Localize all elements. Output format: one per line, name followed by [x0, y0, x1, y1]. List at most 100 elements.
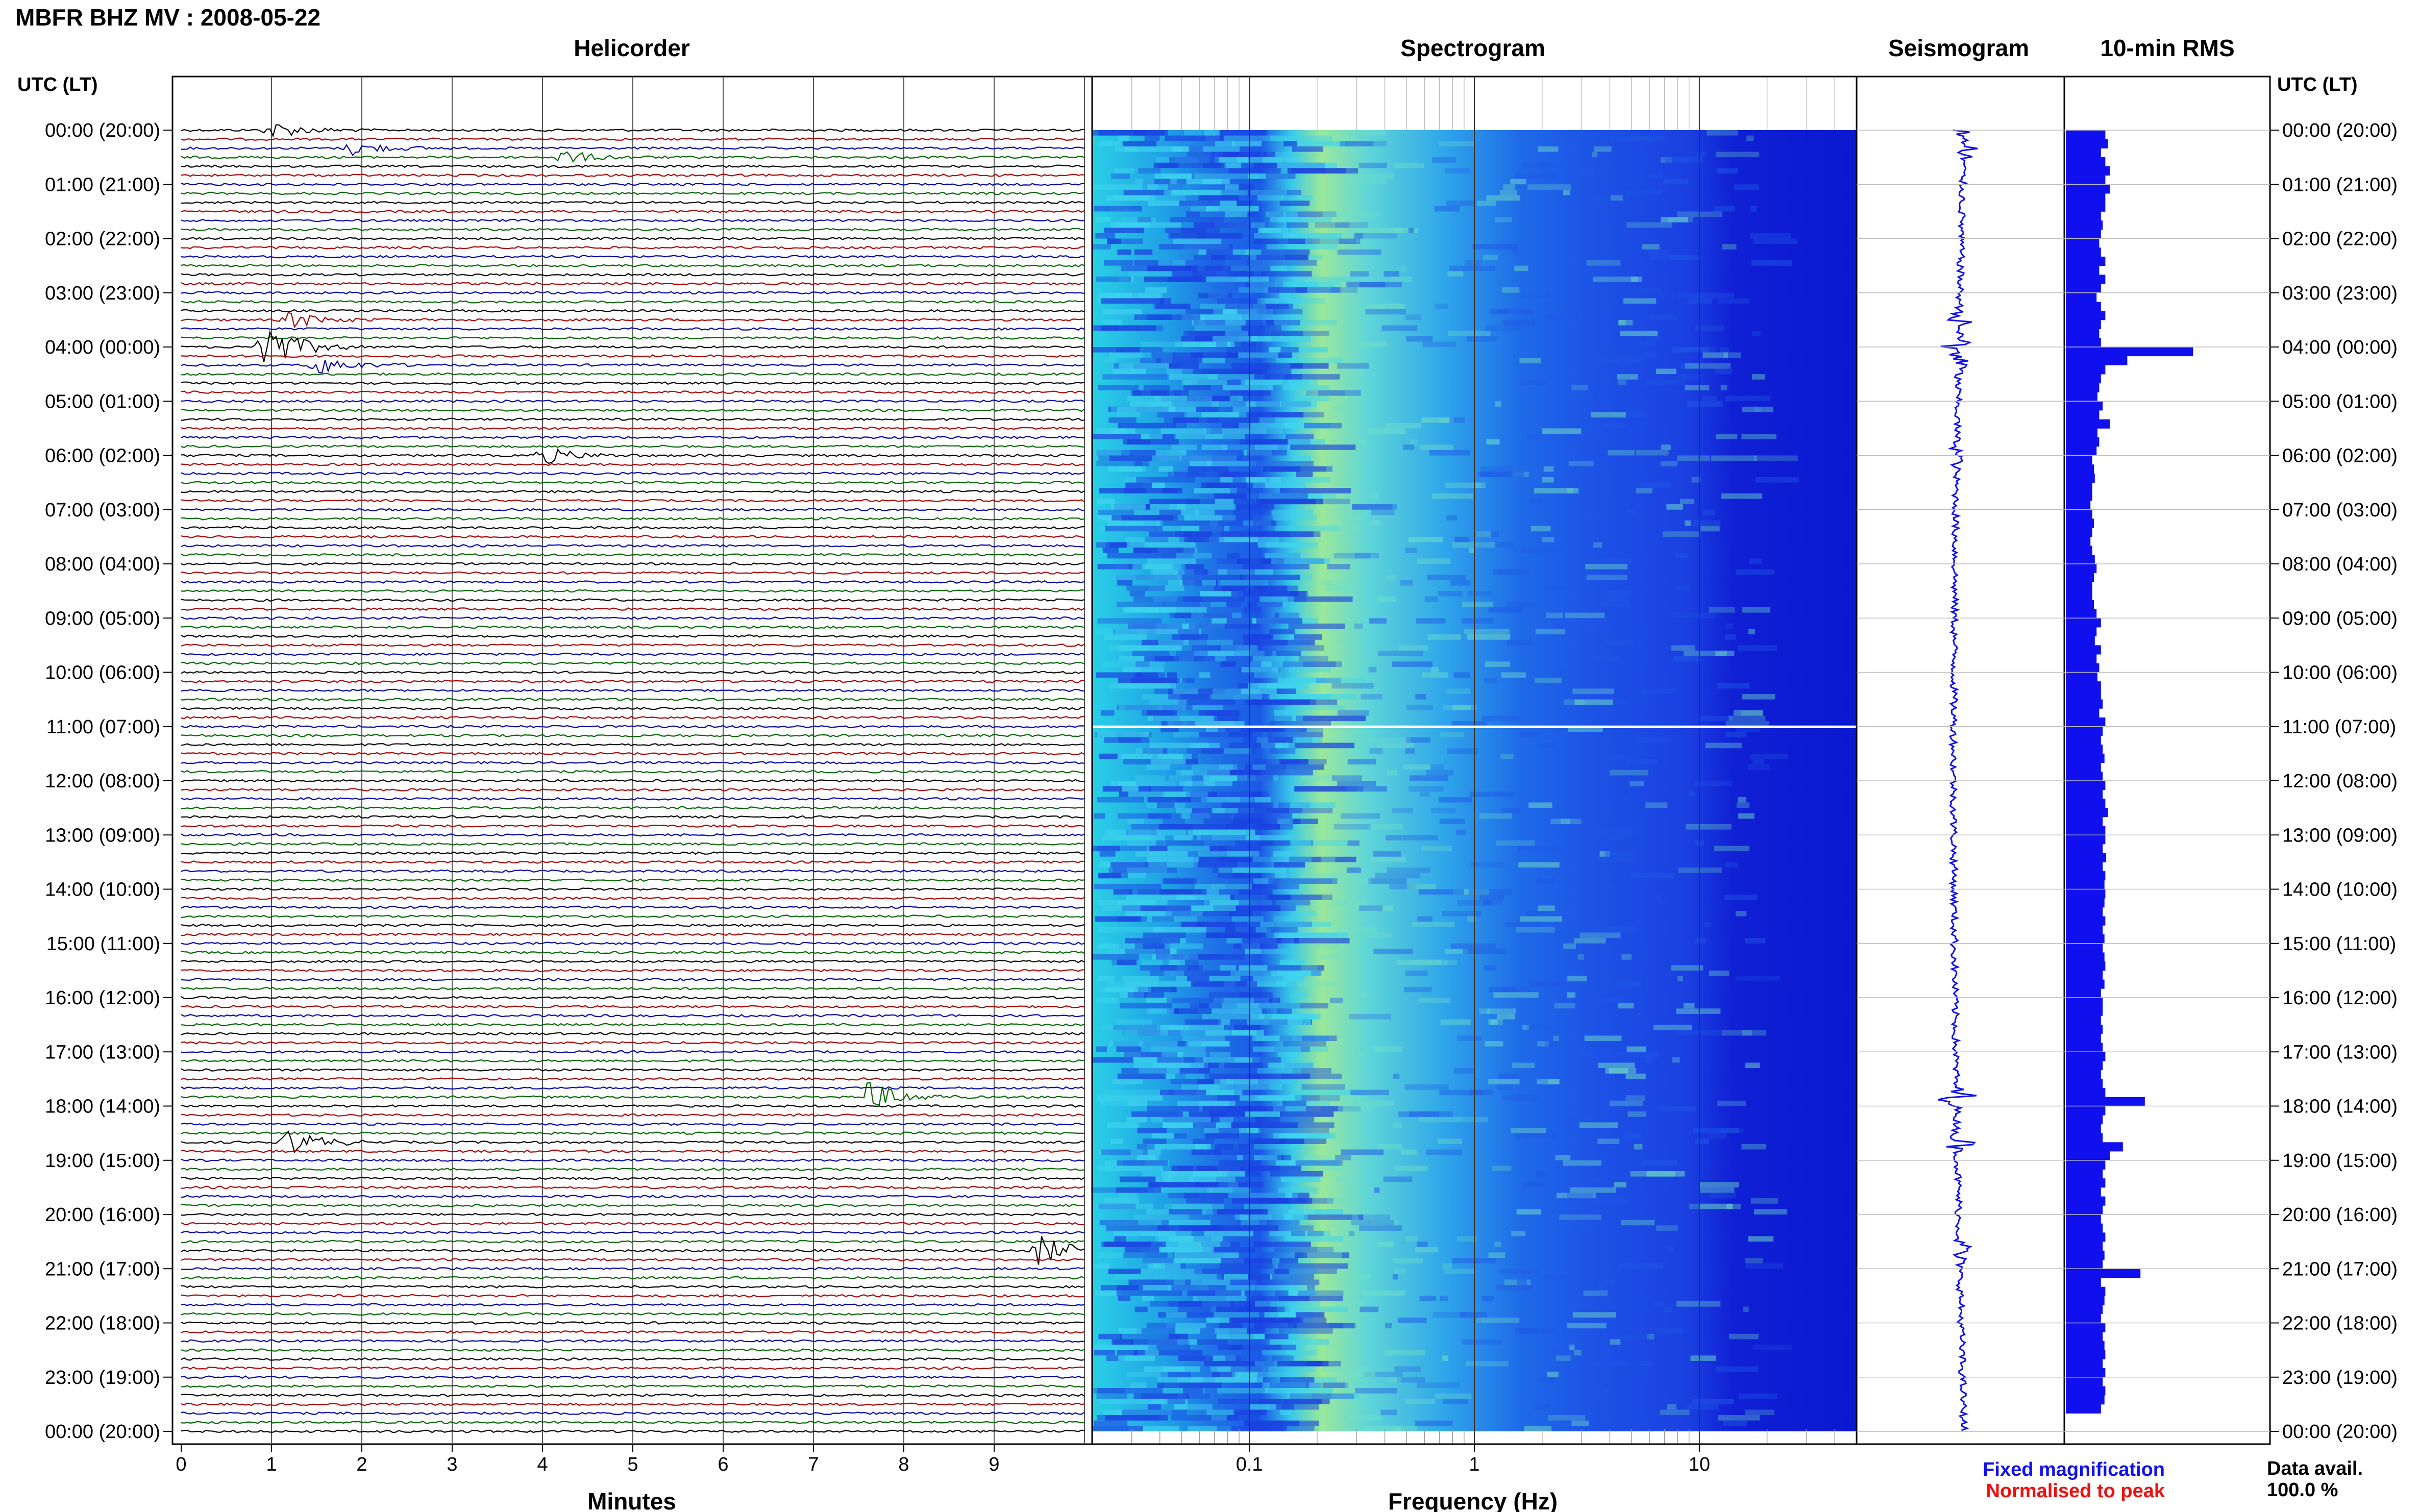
spectrogram-streak — [1753, 238, 1798, 244]
spectrogram-streak — [1736, 569, 1774, 575]
spectrogram-streak — [1142, 748, 1168, 754]
spectrogram-streak — [1524, 1426, 1552, 1432]
rms-bar — [2066, 898, 2105, 908]
helicorder-trace — [181, 245, 1084, 250]
spectrogram-streak — [1146, 998, 1172, 1003]
spectrogram-streak — [1191, 1149, 1222, 1155]
helicorder-trace — [181, 941, 1085, 946]
spectrogram-streak — [1283, 211, 1298, 217]
spectrogram-streak — [1147, 1008, 1174, 1014]
rms-bar — [2066, 455, 2092, 465]
spectrogram-streak — [1193, 862, 1238, 868]
spectrogram-streak — [1484, 965, 1496, 971]
spectrogram-streak — [1159, 298, 1171, 304]
spectrogram-streak — [1290, 1393, 1354, 1399]
spectrogram-streak — [1589, 1160, 1597, 1166]
spectrogram-streak — [1230, 390, 1271, 396]
spectrogram-streak — [1636, 488, 1652, 493]
spectrogram-streak — [1405, 314, 1421, 320]
spectrogram-streak — [1721, 493, 1763, 499]
rms-bar — [2066, 925, 2103, 935]
spectrogram-streak — [1163, 819, 1185, 825]
spectrogram-streak — [1269, 748, 1296, 754]
spectrogram-streak — [1409, 1111, 1453, 1117]
spectrogram-streak — [1244, 189, 1301, 195]
spectrogram-streak — [1118, 737, 1141, 743]
spectrogram-streak — [1206, 932, 1266, 938]
spectrogram-streak — [1253, 759, 1300, 765]
spectrogram-streak — [1280, 379, 1310, 385]
spectrogram-streak — [1134, 461, 1150, 466]
spectrogram-streak — [1184, 1193, 1254, 1199]
spectrogram-streak — [1404, 1084, 1449, 1090]
spectrogram-streak — [1121, 781, 1177, 786]
spectrogram-streak — [1196, 1166, 1217, 1172]
spectrogram-streak — [1146, 856, 1199, 862]
spectrogram-streak — [1753, 1345, 1792, 1350]
spectrogram-streak — [1148, 1339, 1197, 1345]
rms-bar — [2066, 1070, 2101, 1079]
spectrogram-streak — [1282, 385, 1297, 391]
spectrogram-streak — [1246, 883, 1299, 889]
spectrogram-streak — [1094, 1350, 1115, 1356]
spectrogram-streak — [1145, 287, 1167, 293]
spectrogram-streak — [1265, 1388, 1333, 1394]
rms-bar — [2066, 1088, 2106, 1098]
spectrogram-streak — [1319, 1095, 1361, 1101]
spectrogram-streak — [1278, 1263, 1348, 1269]
spectrogram-streak — [1118, 753, 1183, 759]
spectrogram-streak — [1173, 238, 1221, 244]
spectrogram-streak — [1225, 927, 1256, 933]
spectrogram-streak — [1198, 292, 1232, 299]
spectrogram-streak — [1374, 1187, 1380, 1193]
rms-bar — [2066, 726, 2103, 736]
spectrogram-streak — [1556, 1355, 1571, 1361]
helicorder-trace — [181, 399, 1085, 403]
spectrogram-streak — [1290, 444, 1356, 450]
helicorder-trace — [181, 1285, 1085, 1289]
spectrogram-streak — [1400, 580, 1413, 586]
spectrogram-streak — [1589, 856, 1633, 862]
spectrogram-streak — [1232, 477, 1246, 483]
rms-bar — [2066, 184, 2110, 194]
spectrogram-streak — [1273, 851, 1292, 857]
spectrogram-streak — [1097, 1252, 1145, 1258]
spectrogram-streak — [1249, 791, 1262, 797]
helicorder-trace — [181, 1050, 1085, 1054]
spectrogram-streak — [1130, 1382, 1147, 1389]
spectrogram-streak — [1254, 797, 1271, 803]
spectrogram-streak — [1519, 1328, 1537, 1334]
spectrogram-streak — [1118, 276, 1134, 282]
spectrogram-streak — [1289, 856, 1356, 862]
spectrogram-streak — [1128, 889, 1193, 895]
helicorder-trace — [181, 969, 1085, 973]
spectrogram-streak — [1132, 651, 1170, 656]
spectrogram-streak — [1486, 439, 1500, 445]
spectrogram-streak — [1455, 829, 1466, 835]
spectrogram-streak — [1660, 157, 1672, 163]
spectrogram-streak — [1103, 786, 1122, 792]
spectrogram-streak — [1329, 998, 1343, 1003]
time-tick-label-left: 13:00 (09:00) — [45, 825, 160, 846]
helicorder-trace — [181, 237, 1085, 240]
spectrogram-streak — [1568, 1388, 1595, 1394]
helicorder-trace — [181, 218, 1085, 222]
spectrogram-streak — [1279, 1258, 1298, 1263]
spectrogram-streak — [1718, 1415, 1760, 1421]
spectrogram-streak — [1254, 905, 1296, 911]
spectrogram-streak — [1096, 1203, 1153, 1209]
spectrogram-streak — [1275, 526, 1339, 532]
spectrogram-streak — [1150, 504, 1186, 510]
time-tick-label-left: 02:00 (22:00) — [45, 229, 160, 250]
spectrogram-streak — [1642, 244, 1660, 250]
spectrogram-streak — [1151, 352, 1175, 358]
spectrogram-streak — [1674, 347, 1716, 353]
rms-bar — [2066, 491, 2092, 501]
spectrogram-streak — [1548, 1415, 1585, 1421]
spectrogram-streak — [1228, 168, 1281, 174]
time-tick-label-left: 08:00 (04:00) — [45, 554, 160, 575]
spectrogram-streak — [1360, 1306, 1379, 1312]
rms-bar — [2066, 781, 2106, 790]
spectrogram-streak — [1127, 1372, 1168, 1377]
spectrogram-streak — [1266, 173, 1296, 179]
